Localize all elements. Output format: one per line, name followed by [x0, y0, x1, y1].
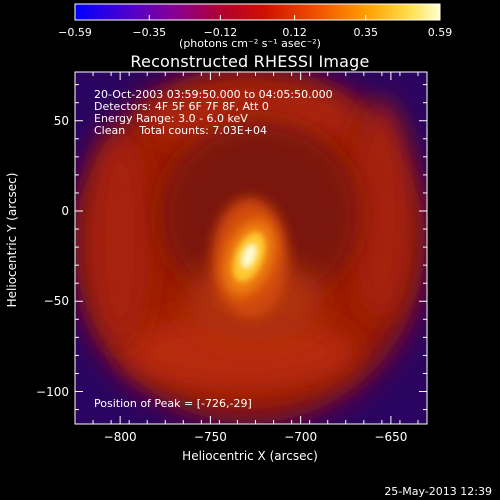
disk-ring-right	[350, 100, 410, 320]
disk-ring-lower	[120, 314, 356, 390]
y-tick-label: −50	[43, 294, 69, 309]
disk-ring-left	[90, 130, 150, 350]
colorbar-ticks	[74, 15, 441, 20]
heatmap-image	[75, 72, 427, 424]
colorbar-tick-label: −0.35	[132, 26, 167, 39]
x-tick-label: −700	[284, 430, 318, 444]
colorbar-tick-label: 0.59	[427, 26, 453, 39]
y-tick-label: −100	[36, 384, 69, 399]
annotation-detectors: Detectors: 4F 5F 6F 7F 8F, Att 0	[94, 100, 269, 113]
annotation-peak-position: Position of Peak = [-726,-29]	[94, 397, 252, 410]
y-tick-label: 0	[61, 203, 69, 218]
colorbar-tick-label: −0.59	[58, 26, 92, 39]
x-tick-label: −650	[374, 430, 408, 444]
plot-frame	[74, 71, 428, 425]
colorbar-tick-label: 0.35	[353, 26, 379, 39]
annotation-clean-counts: Clean Total counts: 7.03E+04	[94, 124, 268, 137]
colorbar-tick-label: −0.12	[203, 26, 238, 39]
x-tick-label: −800	[103, 430, 137, 444]
colorbar-tick-label: 0.12	[282, 26, 307, 39]
annotation-time-range: 20-Oct-2003 03:59:50.000 to 04:05:50.000	[94, 88, 333, 101]
x-axis-ticks	[74, 72, 419, 424]
x-axis-label: Heliocentric X (arcsec)	[182, 449, 318, 463]
x-tick-label: −750	[193, 430, 227, 444]
y-tick-label: 50	[53, 113, 69, 128]
colorbar-units: (photons cm⁻² s⁻¹ asec⁻²)	[179, 37, 321, 50]
timestamp: 25-May-2013 12:39	[384, 485, 492, 498]
y-axis-label: Heliocentric Y (arcsec)	[5, 172, 19, 308]
chart-title: Reconstructed RHESSI Image	[130, 52, 370, 71]
source-core	[240, 243, 258, 269]
annotation-energy-range: Energy Range: 3.0 - 6.0 keV	[94, 112, 248, 125]
colorbar	[74, 3, 441, 21]
y-axis-ticks	[75, 84, 427, 411]
